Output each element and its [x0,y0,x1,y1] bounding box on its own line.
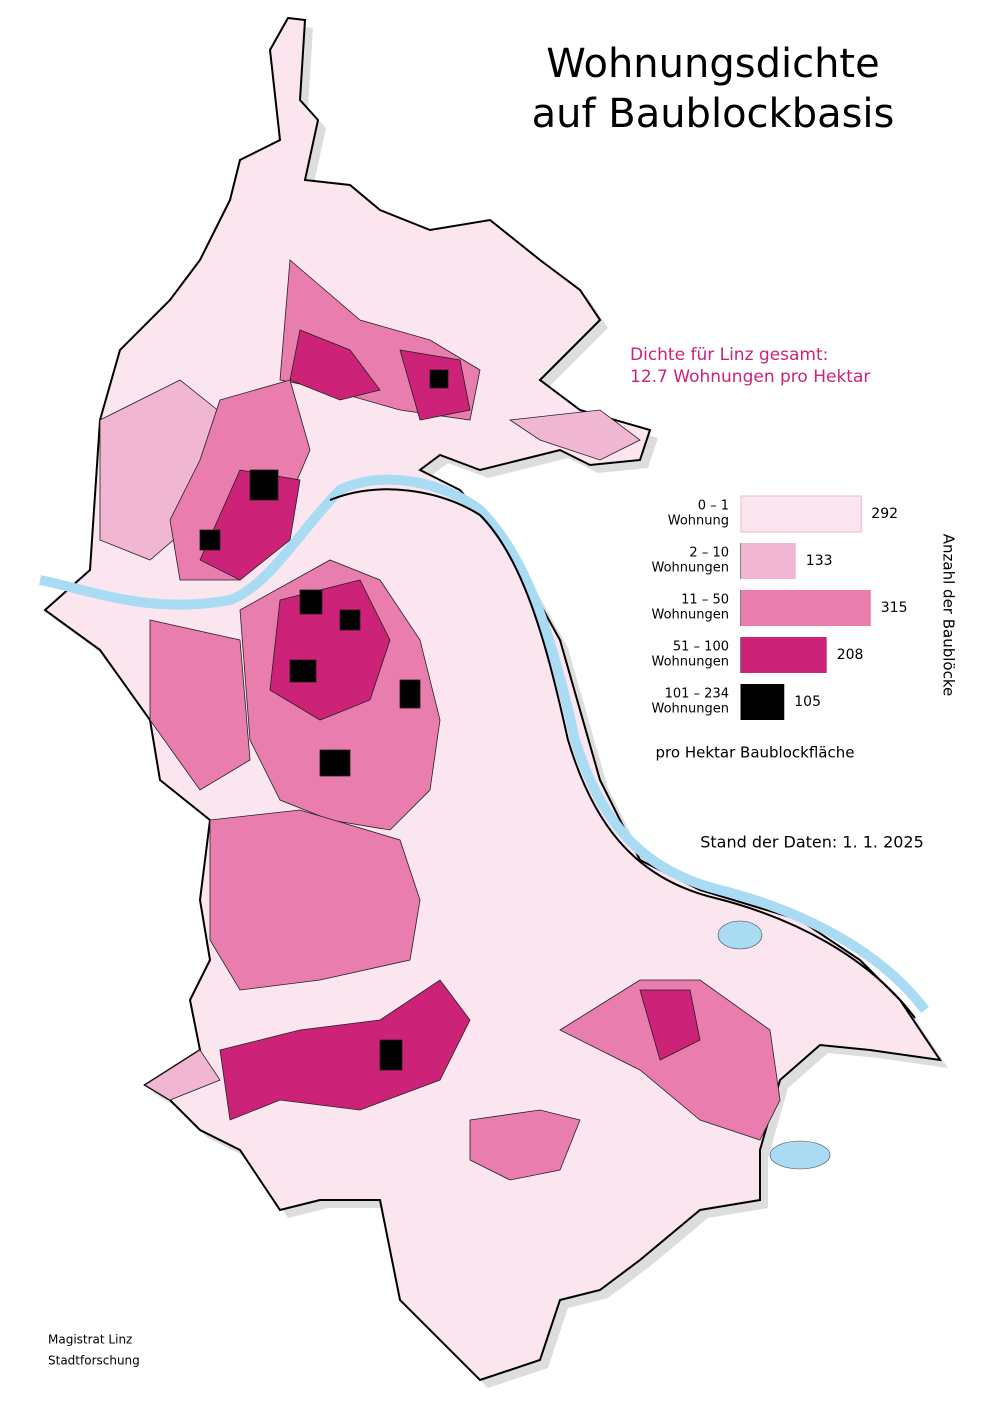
river [39,474,929,1014]
area [469,1109,581,1181]
legend-range: 2 – 10 [689,546,729,561]
legend-range: 11 – 50 [681,593,729,608]
legend-count: 292 [871,506,898,522]
area [339,609,361,631]
area [149,619,251,791]
legend-axis-label: Anzahl der Baublöcke [940,534,958,696]
area [209,809,421,991]
density-areas [99,259,781,1181]
lake [717,920,763,950]
area [379,1039,403,1071]
area [429,369,449,389]
lake [769,1140,831,1170]
area [508,409,641,461]
density-note: Dichte für Linz gesamt: [630,345,828,365]
legend-unit: Wohnungen [652,655,730,670]
legend-count: 133 [806,553,833,569]
area [299,589,323,615]
area [319,749,351,777]
legend-count: 315 [881,600,908,616]
title: Wohnungsdichte [546,41,879,87]
legend-count: 208 [837,647,864,663]
area [399,679,421,709]
legend-bar [741,637,827,673]
legend-unit: Wohnung [668,514,729,529]
area [639,989,701,1061]
area [249,469,279,501]
area [199,529,221,551]
area [289,329,381,401]
legend-unit-note: pro Hektar Baublockfläche [656,744,855,762]
area [289,659,317,683]
legend-bar [741,543,796,579]
river-edge [329,488,916,1019]
footer: Magistrat Linz [48,1333,132,1347]
legend-range: 51 – 100 [673,640,729,655]
legend-range: 101 – 234 [665,687,729,702]
legend-unit: Wohnungen [652,702,730,717]
density-note: 12.7 Wohnungen pro Hektar [630,367,870,387]
legend-count: 105 [794,694,821,710]
legend-bar [741,684,785,720]
legend-unit: Wohnungen [652,608,730,623]
city-map [39,16,948,1388]
area [559,979,781,1141]
legend-unit: Wohnungen [652,561,730,576]
title: auf Baublockbasis [532,91,895,137]
legend-range: 0 – 1 [698,499,729,514]
area [219,979,471,1121]
legend-bar [741,590,871,626]
data-date: Stand der Daten: 1. 1. 2025 [700,833,924,852]
area [144,1049,221,1101]
footer: Stadtforschung [48,1354,140,1368]
legend-bar [740,495,862,533]
